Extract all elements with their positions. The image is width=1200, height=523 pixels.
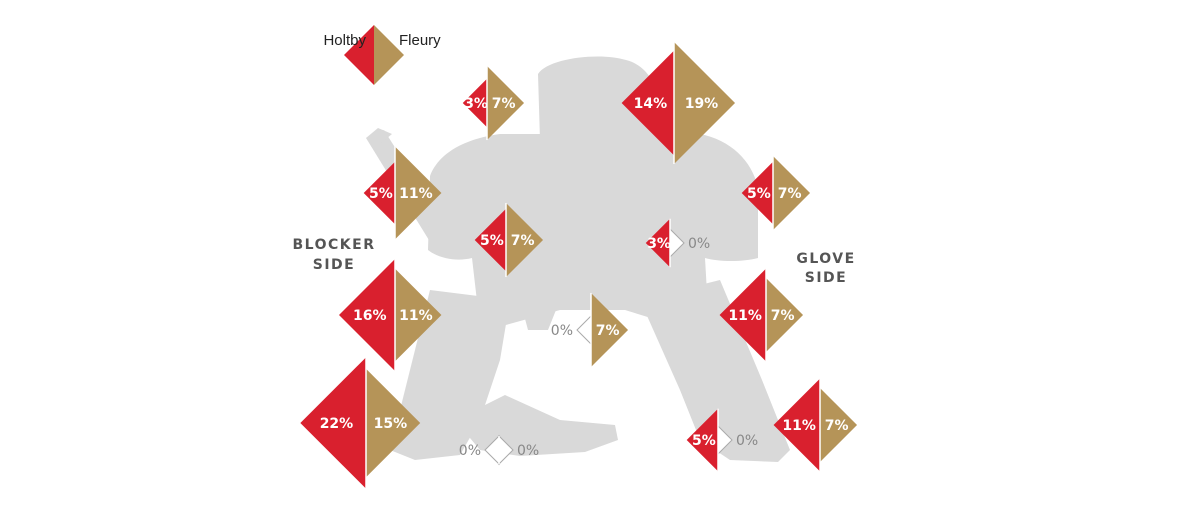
zone-mid-blocker-fleury-half <box>395 268 442 362</box>
zone-middle-left-holtby-half <box>474 208 506 272</box>
zone-top-center-left-fleury-half <box>487 65 525 141</box>
zone-mid-glove-fleury-label: 7% <box>771 308 795 324</box>
zone-low-glove-fleury-label: 7% <box>825 418 849 434</box>
blocker-side-label-line2: SIDE <box>313 257 355 273</box>
zone-low-right-inner-holtby-half <box>686 408 718 472</box>
legend-holtby-half <box>344 25 374 85</box>
zone-upper-glove-holtby-half <box>741 161 773 225</box>
glove-side-label-line1: GLOVE <box>796 251 855 267</box>
blocker-side-label-line1: BLOCKER <box>293 237 376 253</box>
zone-top-right-fleury-half <box>674 41 736 165</box>
legend-fleury-half <box>374 25 404 85</box>
goalie-silhouette <box>366 56 790 462</box>
zone-mid-blocker-holtby-half <box>339 259 395 371</box>
zone-five-hole-holtby-half <box>576 314 592 346</box>
zone-low-right-inner-holtby-label: 5% <box>692 433 716 449</box>
zone-middle-left-fleury-label: 7% <box>511 233 535 249</box>
zone-mid-glove-holtby-half <box>719 268 766 362</box>
zone-low-center-holtby-label: 0% <box>459 443 481 459</box>
zone-low-blocker-fleury-half <box>366 368 421 478</box>
zone-mid-blocker-holtby-label: 16% <box>353 308 387 324</box>
zone-low-glove-fleury-half <box>820 387 858 463</box>
zone-low-blocker-holtby-half <box>300 357 366 489</box>
zone-upper-blocker-fleury-label: 11% <box>399 186 433 202</box>
zone-five-hole-fleury-half <box>591 292 629 368</box>
zone-low-blocker-holtby-label: 22% <box>320 416 354 432</box>
legend-fleury-label: Fleury <box>399 32 441 49</box>
zone-upper-blocker-holtby-half <box>363 161 395 225</box>
zone-five-hole-fleury-label: 7% <box>596 323 620 339</box>
zone-top-right-fleury-label: 19% <box>685 96 719 112</box>
zone-low-center-fleury-label: 0% <box>517 443 539 459</box>
zone-top-center-left-fleury-label: 7% <box>492 96 516 112</box>
zone-middle-right-fleury-label: 0% <box>688 236 710 252</box>
zone-mid-glove-fleury-half <box>766 277 804 353</box>
zone-upper-glove-holtby-label: 5% <box>747 186 771 202</box>
zone-middle-right-holtby-half <box>645 218 670 268</box>
zone-low-blocker-fleury-label: 15% <box>374 416 408 432</box>
zone-middle-left-fleury-half <box>506 202 544 278</box>
zone-top-center-left-holtby-half <box>462 78 487 128</box>
glove-side-label-line2: SIDE <box>805 270 847 286</box>
zone-upper-glove-fleury-label: 7% <box>778 186 802 202</box>
zone-upper-blocker-fleury-half <box>395 146 442 240</box>
legend-holtby-label: Holtby <box>323 32 366 49</box>
zone-low-glove-holtby-half <box>773 378 820 472</box>
zone-five-hole-holtby-label: 0% <box>551 323 573 339</box>
legend: Holtby Fleury <box>323 25 441 85</box>
zone-mid-blocker-fleury-label: 11% <box>399 308 433 324</box>
shot-zones: 3% 7% 14% 19%5% 11% 5% 7%5% 7% 3% 0%16% 11% 11% 7%0%… <box>300 41 858 489</box>
zone-low-right-inner-fleury-label: 0% <box>736 433 758 449</box>
zone-mid-glove-holtby-label: 11% <box>728 308 762 324</box>
zone-upper-blocker-holtby-label: 5% <box>369 186 393 202</box>
zone-low-glove-holtby-label: 11% <box>782 418 816 434</box>
zone-middle-right-holtby-label: 3% <box>647 236 671 252</box>
zone-top-right-holtby-half <box>621 50 674 156</box>
zone-middle-left-holtby-label: 5% <box>480 233 504 249</box>
zone-upper-glove-fleury-half <box>773 155 811 231</box>
zone-top-center-left-holtby-label: 3% <box>464 96 488 112</box>
zone-top-right-holtby-label: 14% <box>634 96 668 112</box>
